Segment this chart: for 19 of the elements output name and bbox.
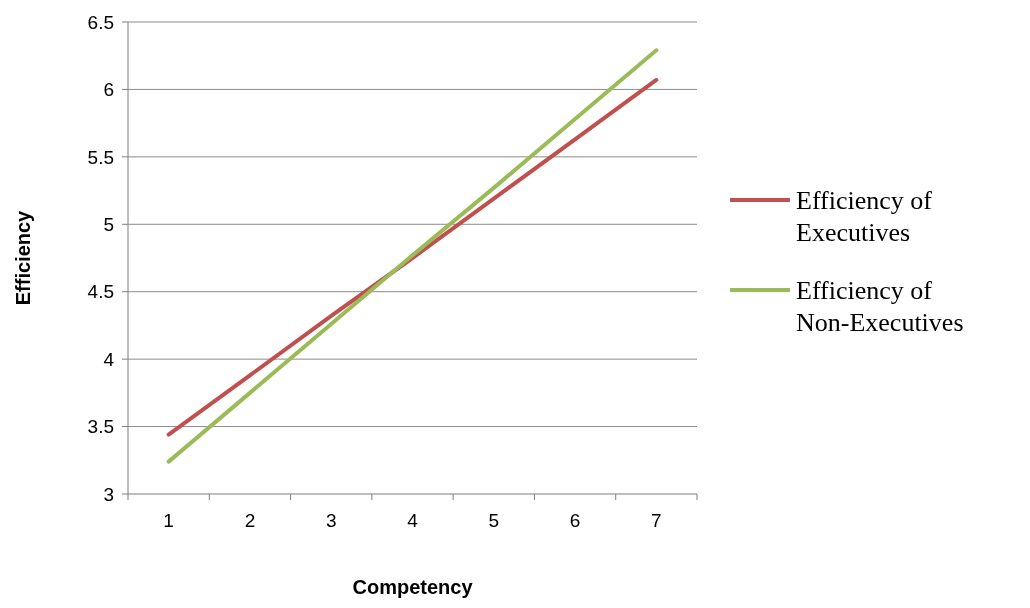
legend-label: Efficiency of Non-Executives [796, 276, 964, 337]
x-tick-label: 2 [244, 510, 256, 531]
x-axis-title: Competency [352, 576, 474, 598]
x-tick-label: 3 [325, 510, 337, 531]
x-tick-label: 7 [651, 510, 662, 531]
y-tick-label: 4.5 [87, 281, 114, 303]
x-tick-label: 6 [569, 510, 581, 531]
x-tick-label: 1 [163, 510, 174, 531]
y-tick-label: 5 [103, 213, 114, 235]
y-tick-label: 5.5 [87, 146, 114, 168]
y-tick-label: 6.5 [87, 11, 114, 33]
y-tick-label: 4 [103, 348, 115, 370]
y-tick-label: 3.5 [87, 416, 114, 438]
legend-label: Efficiency of Executives [796, 186, 933, 247]
y-tick-label: 6 [103, 79, 114, 101]
x-tick-label: 5 [488, 510, 500, 531]
y-axis-title: Efficiency [12, 209, 34, 306]
y-tick-label: 3 [103, 483, 114, 505]
x-tick-label: 4 [407, 510, 419, 531]
